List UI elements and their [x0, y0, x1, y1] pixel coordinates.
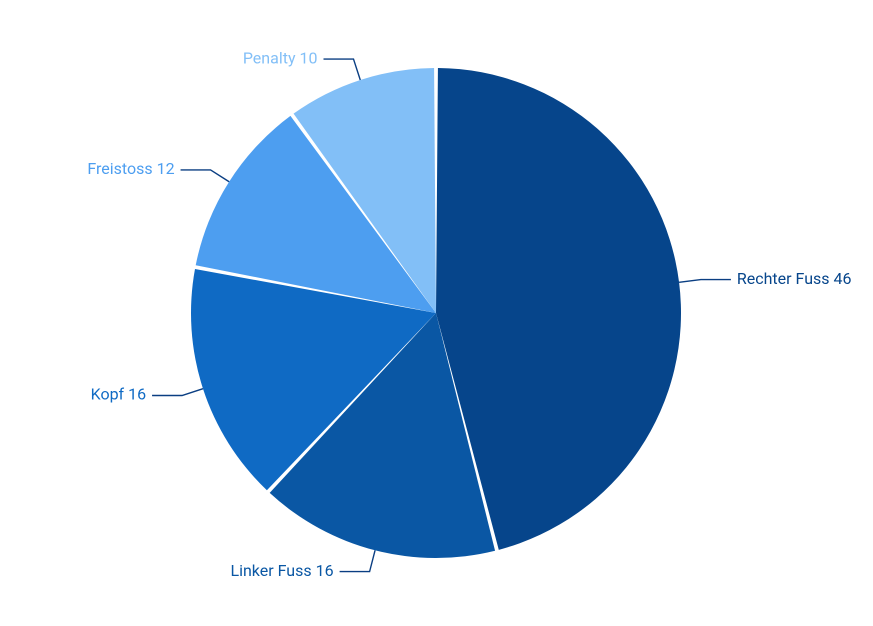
label-leader	[152, 389, 203, 396]
slice-label: Kopf 16	[91, 385, 146, 404]
label-leader	[679, 280, 731, 283]
slice-label: Linker Fuss 16	[230, 561, 333, 580]
goal-type-pie-chart: Rechter Fuss 46 Linker Fuss 16 Kopf 16 Frei…	[0, 0, 873, 626]
slice-label: Rechter Fuss 46	[737, 269, 852, 288]
slice-label: Freistoss 12	[87, 159, 174, 178]
label-leader	[323, 59, 360, 80]
pie-slices	[191, 68, 681, 558]
slice-label: Penalty 10	[243, 48, 318, 67]
label-leader	[340, 550, 375, 571]
label-leader	[181, 170, 230, 182]
